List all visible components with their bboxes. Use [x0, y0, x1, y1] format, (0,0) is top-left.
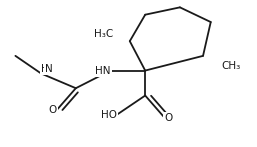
- Text: N: N: [45, 64, 53, 74]
- Text: H₃C: H₃C: [94, 29, 113, 39]
- Text: O: O: [164, 113, 173, 123]
- Text: HO: HO: [101, 110, 117, 120]
- Text: O: O: [48, 105, 57, 115]
- Text: HN: HN: [95, 66, 111, 76]
- Text: CH₃: CH₃: [221, 61, 240, 71]
- Text: H: H: [41, 64, 49, 74]
